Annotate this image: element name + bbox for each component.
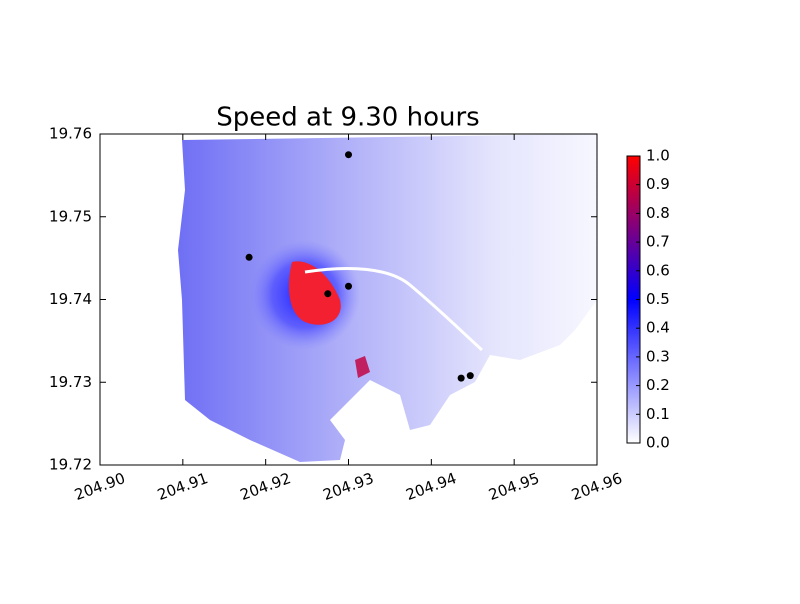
point <box>245 253 253 261</box>
colorbar-tick-label: 0.7 <box>646 233 670 251</box>
colorbar-tick-label: 0.3 <box>646 347 670 365</box>
y-tick-label: 19.76 <box>49 125 92 143</box>
y-tick-label: 19.74 <box>49 290 92 308</box>
point <box>345 282 352 290</box>
colorbar-tick-label: 0.8 <box>646 204 670 222</box>
x-tick-label: 204.96 <box>569 469 624 504</box>
y-tick-label: 19.72 <box>49 456 92 474</box>
x-tick-label: 204.91 <box>155 469 210 504</box>
colorbar-tick-label: 0.0 <box>646 434 670 452</box>
y-tick-label: 19.75 <box>49 207 92 225</box>
colorbar-tick-label: 0.5 <box>646 290 670 308</box>
x-tick-label: 204.92 <box>238 469 293 504</box>
point <box>324 290 332 298</box>
colorbar-tick-label: 0.9 <box>646 175 670 193</box>
x-tick-label: 204.93 <box>321 469 376 504</box>
colorbar-tick-label: 0.4 <box>646 319 670 337</box>
chart-title: Speed at 9.30 hours <box>216 103 479 133</box>
colorbar-tick-label: 0.6 <box>646 261 670 279</box>
y-tick-label: 19.73 <box>49 373 92 391</box>
point <box>457 374 465 382</box>
point <box>466 372 474 380</box>
colorbar-tick-label: 0.2 <box>646 376 670 394</box>
x-tick-label: 204.94 <box>403 469 458 504</box>
point <box>345 151 352 159</box>
x-tick-label: 204.90 <box>72 469 127 504</box>
x-tick-label: 204.95 <box>486 469 541 504</box>
colorbar-tick-label: 1.0 <box>646 147 670 165</box>
colorbar-tick-label: 0.1 <box>646 405 670 423</box>
speed-field <box>178 134 597 462</box>
